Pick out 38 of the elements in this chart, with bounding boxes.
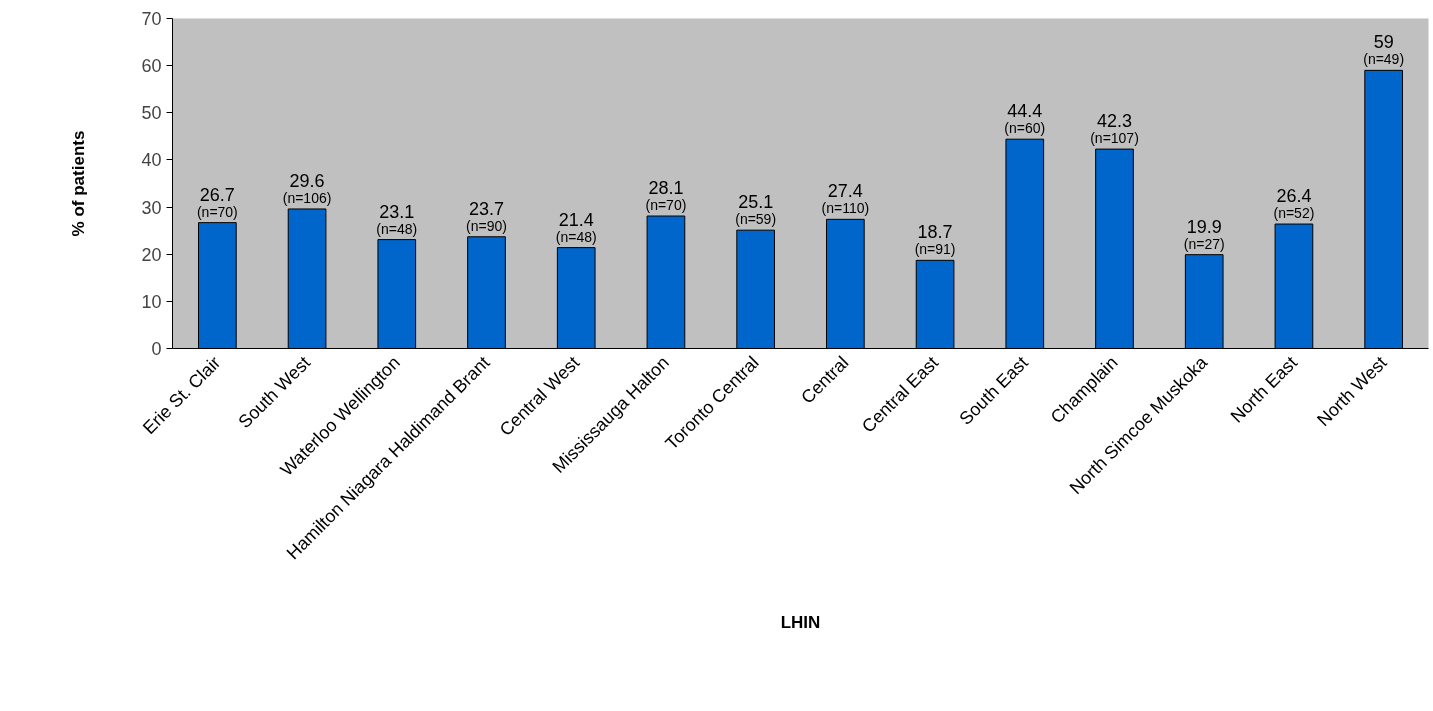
annotation: (n=91) <box>914 241 956 258</box>
data-label: 18.7 <box>917 222 953 243</box>
x-axis-title: LHIN <box>780 613 821 633</box>
y-tick-label: 30 <box>141 197 162 218</box>
annotation: (n=70) <box>196 203 238 220</box>
y-tick-label: 50 <box>141 103 162 124</box>
annotation: (n=106) <box>282 189 332 206</box>
annotation: (n=27) <box>1183 235 1225 252</box>
data-label: 21.4 <box>558 209 594 230</box>
data-label: 59 <box>1373 32 1394 53</box>
annotation: (n=48) <box>376 220 418 237</box>
data-label: 25.1 <box>738 192 774 213</box>
annotation: (n=59) <box>735 211 777 228</box>
data-label: 26.4 <box>1276 186 1312 207</box>
y-tick-label: 20 <box>141 244 162 265</box>
data-label: 42.3 <box>1096 111 1133 132</box>
annotation: (n=70) <box>645 197 687 214</box>
data-label: 28.1 <box>648 178 684 199</box>
data-label: 23.7 <box>468 198 505 219</box>
data-label: 27.4 <box>827 181 863 202</box>
annotation: (n=60) <box>1004 120 1046 137</box>
data-label: 44.4 <box>1007 101 1043 122</box>
annotation: (n=52) <box>1273 205 1315 222</box>
data-label: 29.6 <box>289 170 325 191</box>
annotation: (n=49) <box>1363 51 1405 68</box>
data-label: 19.9 <box>1186 216 1222 237</box>
annotation: (n=48) <box>555 228 597 245</box>
y-tick-label: 0 <box>151 339 162 359</box>
data-label: 23.1 <box>379 201 415 222</box>
y-tick-label: 60 <box>141 56 162 77</box>
y-tick-label: 40 <box>141 150 162 171</box>
y-tick-label: 70 <box>141 9 162 29</box>
data-label: 26.7 <box>199 184 235 205</box>
annotation: (n=110) <box>821 200 870 217</box>
annotation: (n=107) <box>1090 130 1139 147</box>
y-axis-title: % of patients <box>69 130 89 237</box>
y-tick-label: 10 <box>141 291 162 312</box>
annotation: (n=90) <box>466 217 507 234</box>
